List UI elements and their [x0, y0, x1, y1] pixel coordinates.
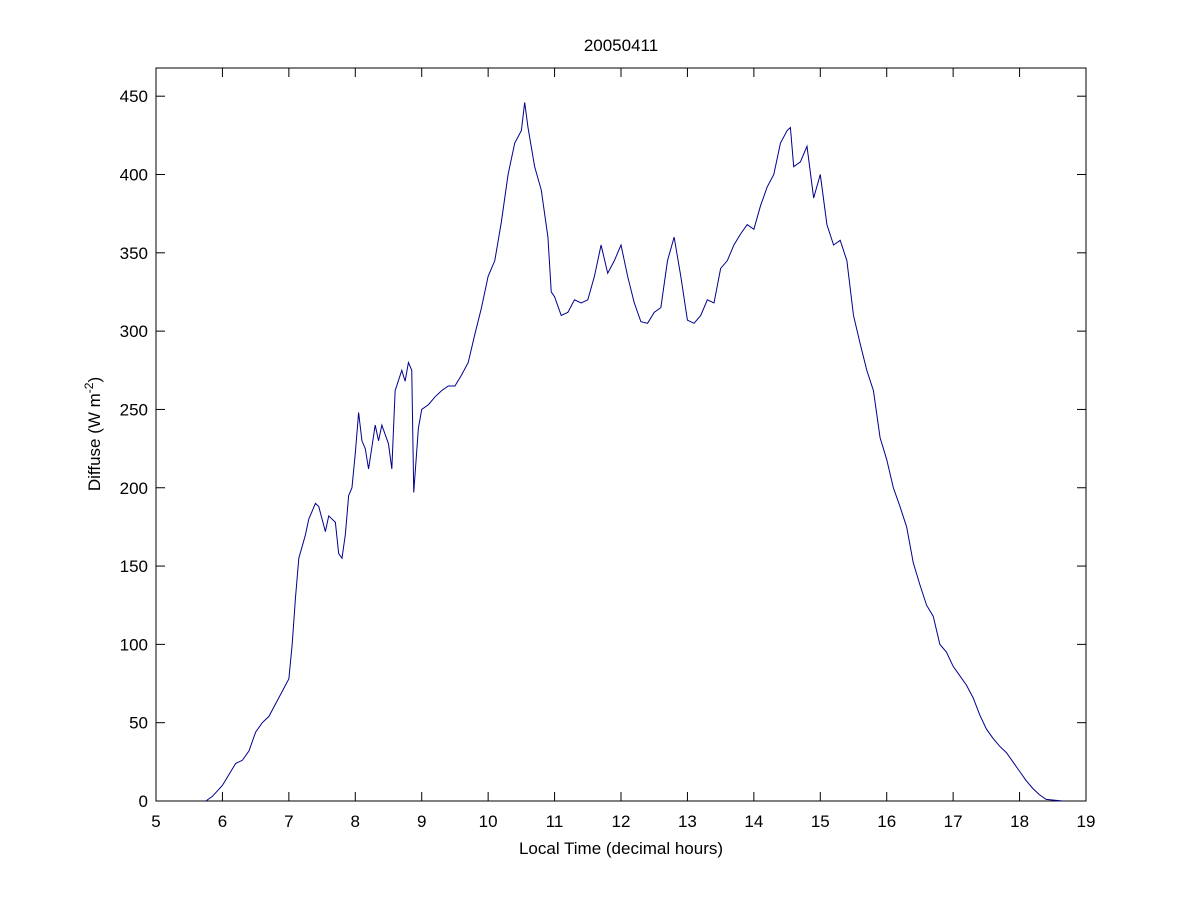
y-tick-label: 400 — [120, 166, 148, 185]
y-tick-label: 350 — [120, 244, 148, 263]
x-tick-label: 18 — [1010, 812, 1029, 831]
axes-box — [155, 67, 1087, 802]
chart-title: 20050411 — [584, 36, 658, 55]
y-axis-label: Diffuse (W m-2) — [82, 377, 104, 491]
y-tick-label: 50 — [129, 714, 148, 733]
y-axis-label-part: ) — [85, 377, 104, 383]
x-tick-label: 12 — [612, 812, 631, 831]
x-tick-label: 17 — [944, 812, 963, 831]
x-tick-label: 15 — [811, 812, 830, 831]
y-tick-label: 250 — [120, 400, 148, 419]
x-tick-label: 11 — [546, 812, 564, 831]
x-tick-label: 9 — [417, 812, 426, 831]
x-tick-label: 14 — [744, 812, 763, 831]
y-tick-label: 300 — [120, 322, 148, 341]
y-axis-label-sup: -2 — [82, 382, 96, 393]
x-tick-label: 16 — [877, 812, 896, 831]
y-tick-label: 100 — [120, 635, 148, 654]
y-tick-label: 0 — [139, 792, 148, 811]
y-tick-label: 150 — [120, 557, 148, 576]
x-axis-label: Local Time (decimal hours) — [519, 839, 723, 858]
y-tick-label: 450 — [120, 87, 148, 106]
x-tick-label: 7 — [284, 812, 293, 831]
y-axis-label-part: Diffuse (W m — [85, 393, 104, 491]
x-tick-label: 13 — [678, 812, 697, 831]
x-tick-label: 10 — [479, 812, 498, 831]
x-tick-label: 5 — [151, 812, 160, 831]
data-line — [205, 102, 1063, 802]
x-tick-label: 19 — [1077, 812, 1096, 831]
x-tick-label: 8 — [351, 812, 360, 831]
y-tick-label: 200 — [120, 479, 148, 498]
x-tick-label: 6 — [218, 812, 227, 831]
